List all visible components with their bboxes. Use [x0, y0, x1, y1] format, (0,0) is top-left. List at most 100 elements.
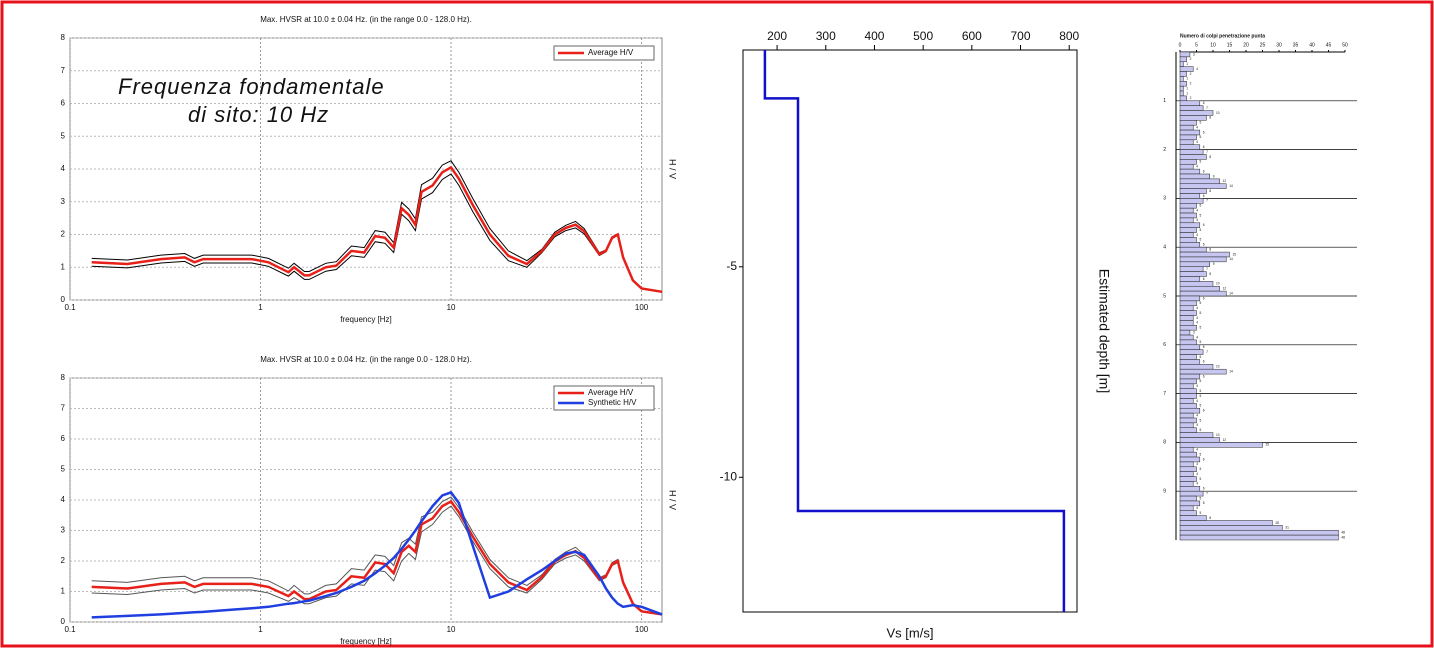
y-tick-label: 2: [61, 556, 66, 565]
y-tick-label: 4: [1163, 245, 1166, 251]
bar: [1179, 461, 1194, 468]
bar-value-label: 6: [1203, 501, 1205, 505]
bar-value-label: 4: [1196, 321, 1198, 325]
bar-value-label: 2: [1190, 57, 1192, 61]
bar: [1179, 173, 1210, 180]
bar: [1179, 339, 1197, 346]
y-tick-label: 0: [61, 617, 66, 626]
bar: [1179, 432, 1214, 438]
bar-value-label: 10: [1216, 282, 1220, 286]
bar-value-label: 4: [1196, 423, 1198, 427]
bar-value-label: 7: [1206, 267, 1208, 271]
bar-value-label: 5: [1200, 204, 1202, 208]
bar: [1179, 422, 1194, 429]
bar-value-label: 6: [1203, 345, 1205, 349]
bar: [1179, 373, 1201, 380]
bar-value-label: 31: [1285, 526, 1289, 530]
bar-value-label: 7: [1206, 491, 1208, 495]
bar: [1179, 315, 1194, 321]
legend-box: [553, 385, 655, 411]
bar: [1179, 149, 1204, 155]
bar-value-label: 2: [1190, 82, 1192, 86]
x-tick-label: 500: [913, 29, 933, 43]
bar: [1179, 222, 1201, 228]
bar: [1179, 61, 1184, 67]
bar: [1179, 529, 1339, 536]
y-tick-label: 1: [61, 262, 66, 271]
bar-value-label: 8: [1209, 116, 1211, 120]
bar-value-label: 5: [1200, 326, 1202, 330]
plot-area: [742, 49, 1078, 613]
bar: [1179, 368, 1227, 375]
bar: [1179, 388, 1197, 394]
x-tick-label: 400: [864, 29, 884, 43]
bar-value-label: 9: [1213, 262, 1215, 266]
bar-value-label: 7: [1206, 106, 1208, 110]
x-tick-label: 15: [1227, 42, 1233, 48]
bar: [1179, 281, 1214, 287]
legend-label: Average H/V: [588, 48, 634, 57]
bar-value-label: 6: [1203, 101, 1205, 105]
x-tick-label: 0.1: [64, 303, 76, 312]
bar-value-label: 1: [1186, 62, 1188, 66]
x-tick-label: 25: [1260, 42, 1266, 48]
bar: [1179, 515, 1207, 521]
bar-value-label: 5: [1200, 467, 1202, 471]
y-tick-label: 7: [61, 66, 66, 75]
bar: [1179, 266, 1204, 272]
bar-value-label: 6: [1203, 223, 1205, 227]
bar-value-label: 5: [1200, 213, 1202, 217]
bar: [1179, 276, 1201, 282]
bar-value-label: 5: [1200, 404, 1202, 408]
bar-value-label: 5: [1200, 389, 1202, 393]
y-tick-label: 6: [61, 99, 66, 108]
y-axis-label: H / V: [668, 490, 678, 510]
bar-value-label: 5: [1200, 511, 1202, 515]
bar-value-label: 4: [1196, 384, 1198, 388]
x-tick-label: 0: [1179, 42, 1182, 48]
x-tick-label: 1: [258, 625, 263, 634]
bar: [1179, 85, 1184, 92]
x-tick-label: 50: [1342, 42, 1348, 48]
bar-value-label: 1: [1186, 91, 1188, 95]
bar: [1179, 505, 1194, 511]
bar: [1179, 329, 1191, 336]
bar-value-label: 4: [1196, 482, 1198, 486]
bar: [1179, 344, 1201, 350]
x-tick-label: 20: [1243, 42, 1249, 48]
bar: [1179, 500, 1201, 507]
legend-label: Average H/V: [588, 388, 634, 397]
bar-value-label: 4: [1196, 472, 1198, 476]
bar: [1179, 193, 1201, 199]
chart-title: Max. HVSR at 10.0 ± 0.04 Hz. (in the ran…: [260, 15, 472, 24]
y-tick-label: 5: [1163, 293, 1166, 299]
bar-value-label: 4: [1196, 448, 1198, 452]
bar: [1179, 320, 1194, 326]
bar: [1179, 271, 1207, 277]
bar-value-label: 4: [1196, 218, 1198, 222]
bar: [1179, 471, 1194, 477]
bar: [1179, 490, 1204, 497]
bar: [1179, 359, 1201, 365]
bar-value-label: 8: [1209, 155, 1211, 159]
y-tick-label: 6: [61, 434, 66, 443]
bar: [1179, 383, 1194, 389]
x-tick-label: 10: [447, 303, 456, 312]
bar-value-label: 5: [1200, 379, 1202, 383]
y-tick-label: 9: [1163, 489, 1166, 495]
bar: [1179, 124, 1194, 131]
y-tick-label: 7: [1163, 391, 1166, 397]
bar-value-label: 4: [1196, 399, 1198, 403]
bar: [1179, 242, 1201, 248]
bar: [1179, 403, 1197, 409]
x-tick-label: 700: [1011, 29, 1031, 43]
bar-value-label: 7: [1206, 199, 1208, 203]
bar-value-label: 8: [1209, 189, 1211, 193]
bar: [1179, 154, 1207, 160]
bar: [1179, 510, 1197, 516]
bar: [1179, 407, 1201, 414]
x-tick-label: 10: [447, 625, 456, 634]
y-tick-label: 7: [61, 404, 66, 413]
bar-value-label: 6: [1203, 194, 1205, 198]
